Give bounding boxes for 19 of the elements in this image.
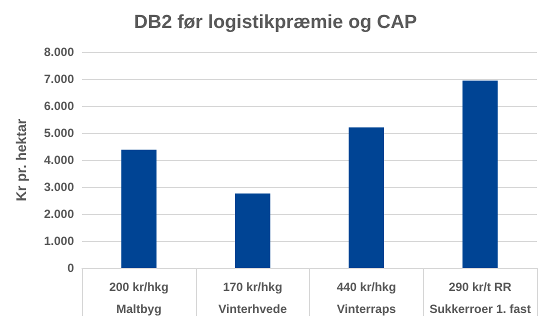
bar (462, 80, 498, 268)
bar (234, 193, 270, 268)
x-tick-label: 170 kr/hkg Vinterhvede (218, 280, 288, 316)
y-axis-title: Kr pr. hektar (13, 118, 29, 202)
y-tick-label: 8.000 (44, 45, 74, 59)
y-tick-label: 2.000 (44, 207, 74, 221)
bar (121, 150, 157, 268)
y-tick-label: 3.000 (44, 180, 74, 194)
chart-title: DB2 før logistikpræmie og CAP (134, 12, 418, 33)
x-tick-label: 200 kr/hkg Maltbyg (109, 280, 169, 316)
y-tick-label: 6.000 (44, 99, 74, 113)
y-tick-label: 1.000 (44, 234, 74, 248)
y-tick-label: 5.000 (44, 126, 74, 140)
y-tick-label: 4.000 (44, 153, 74, 167)
x-tick-label: 290 kr/t RR Sukkerroer 1. fast (429, 280, 531, 316)
x-tick-label: 440 kr/hkg Vinterraps (336, 280, 396, 316)
y-tick-label: 0 (67, 261, 74, 275)
y-tick-label: 7.000 (44, 72, 74, 86)
bar (348, 127, 384, 268)
